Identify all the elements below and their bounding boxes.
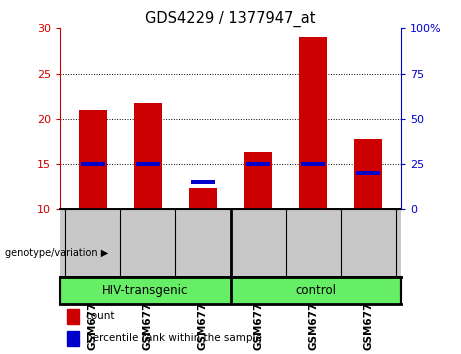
- Bar: [230, 277, 401, 304]
- Bar: [244, 152, 272, 209]
- Text: genotype/variation ▶: genotype/variation ▶: [5, 248, 108, 258]
- Bar: [355, 138, 382, 209]
- Bar: [81, 162, 105, 166]
- Bar: [136, 162, 160, 166]
- Bar: [67, 331, 79, 346]
- Text: count: count: [85, 311, 115, 321]
- Bar: [189, 188, 217, 209]
- Bar: [134, 103, 162, 209]
- Bar: [356, 171, 380, 175]
- Text: control: control: [296, 284, 336, 297]
- Bar: [246, 162, 270, 166]
- Bar: [301, 162, 325, 166]
- Bar: [79, 110, 106, 209]
- Bar: [60, 277, 230, 304]
- Bar: [191, 180, 215, 184]
- Text: percentile rank within the sample: percentile rank within the sample: [85, 333, 261, 343]
- Bar: [67, 309, 79, 324]
- Title: GDS4229 / 1377947_at: GDS4229 / 1377947_at: [145, 11, 316, 27]
- Text: HIV-transgenic: HIV-transgenic: [102, 284, 189, 297]
- Bar: [299, 38, 327, 209]
